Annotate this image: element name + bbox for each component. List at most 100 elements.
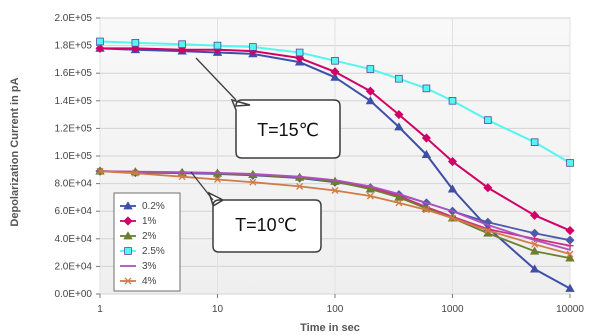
y-tick-label: 1.0E+05 bbox=[54, 151, 92, 162]
series-7 bbox=[96, 167, 574, 258]
series-point bbox=[566, 242, 574, 250]
callout-15c-text: T=15℃ bbox=[257, 120, 319, 140]
series-point bbox=[565, 225, 575, 236]
y-tick-label: 1.6E+05 bbox=[54, 68, 92, 79]
callout-10c-leader bbox=[190, 171, 214, 201]
legend-marker bbox=[123, 231, 133, 240]
series-point bbox=[296, 182, 304, 190]
y-tick-label: 8.0E+04 bbox=[54, 179, 92, 190]
legend-label: 4% bbox=[142, 276, 157, 287]
y-tick-label: 1.8E+05 bbox=[54, 41, 92, 52]
legend-item: 4% bbox=[120, 276, 157, 287]
callout-10c-text: T=10℃ bbox=[235, 215, 297, 235]
series-point bbox=[530, 210, 540, 220]
y-tick-label: 0.0E+00 bbox=[54, 289, 92, 300]
y-tick-label: 2.0E+04 bbox=[54, 261, 92, 272]
series-point bbox=[131, 39, 140, 47]
series-line bbox=[99, 40, 571, 164]
series-point bbox=[213, 41, 222, 50]
y-tick-label: 6.0E+04 bbox=[54, 206, 92, 217]
callout-15c-leader bbox=[195, 57, 237, 101]
series-point bbox=[394, 192, 404, 201]
series-point bbox=[529, 264, 540, 273]
y-tick-label: 4.0E+04 bbox=[54, 234, 92, 245]
series-point bbox=[331, 187, 339, 194]
series-point bbox=[366, 65, 375, 73]
series-point bbox=[565, 283, 575, 292]
callout-10c: T=10℃ bbox=[190, 171, 322, 253]
x-tick-label: 1000 bbox=[441, 304, 464, 315]
series-point bbox=[96, 37, 104, 46]
series-point bbox=[447, 156, 458, 167]
series-6 bbox=[99, 170, 571, 251]
series-point bbox=[330, 72, 340, 81]
x-tick-label: 10 bbox=[212, 304, 224, 315]
series-point bbox=[394, 110, 404, 120]
series-point bbox=[566, 159, 574, 167]
y-axis-label: Depolarization Current in pA bbox=[9, 77, 21, 226]
series-point bbox=[395, 199, 403, 207]
series-point bbox=[447, 184, 458, 193]
series-point bbox=[529, 246, 540, 255]
y-tick-label: 1.4E+05 bbox=[54, 96, 92, 107]
legend-item: 3% bbox=[120, 261, 157, 272]
legend-label: 1% bbox=[142, 216, 157, 227]
y-tick-label: 1.2E+05 bbox=[54, 123, 92, 134]
legend-item: 0.2% bbox=[120, 201, 165, 212]
callout-15c: T=15℃ bbox=[195, 57, 341, 159]
legend-label: 2% bbox=[142, 231, 157, 242]
series-point bbox=[249, 43, 257, 51]
legend: 0.2% 1% 2% 2.5% 3% 4% bbox=[113, 192, 181, 292]
series-point bbox=[178, 173, 186, 181]
series-point bbox=[449, 214, 456, 222]
legend-item: 1% bbox=[120, 216, 157, 227]
series-point bbox=[422, 84, 431, 93]
legend-marker bbox=[123, 201, 133, 210]
series-point bbox=[365, 184, 376, 193]
series-line bbox=[99, 170, 571, 255]
series-point bbox=[566, 250, 574, 258]
series-point bbox=[484, 227, 492, 234]
series-point bbox=[422, 206, 430, 214]
series-point bbox=[565, 253, 575, 262]
series-point bbox=[421, 149, 432, 159]
series-point bbox=[365, 95, 376, 105]
series-point bbox=[484, 116, 492, 124]
series-line bbox=[99, 47, 571, 232]
callout-10c-bubble bbox=[207, 191, 322, 253]
series-point bbox=[214, 176, 221, 183]
series-point bbox=[365, 86, 375, 96]
legend-item: 2% bbox=[120, 231, 157, 242]
series-point bbox=[331, 56, 339, 65]
y-tick-label: 2.0E+05 bbox=[54, 13, 92, 24]
series-point bbox=[394, 122, 404, 131]
series-point bbox=[95, 43, 105, 53]
legend-label: 3% bbox=[142, 261, 157, 272]
legend-marker bbox=[124, 247, 132, 255]
legend-marker bbox=[123, 216, 133, 226]
series-point bbox=[530, 138, 539, 147]
legend-item: 2.5% bbox=[120, 246, 165, 257]
series-point bbox=[395, 74, 403, 83]
legend-label: 2.5% bbox=[142, 246, 165, 257]
series-point bbox=[483, 183, 493, 193]
series-line bbox=[99, 170, 571, 251]
series-point bbox=[249, 178, 257, 186]
series-point bbox=[131, 169, 139, 177]
legend-marker bbox=[124, 277, 132, 285]
series-point bbox=[448, 97, 457, 105]
x-tick-label: 1 bbox=[97, 304, 103, 315]
series-layer bbox=[95, 37, 575, 292]
series-point bbox=[366, 192, 374, 200]
legend-label: 0.2% bbox=[142, 201, 165, 212]
tick-layer: 0.0E+00 2.0E+04 4.0E+04 6.0E+04 8.0E+04 1.0E+… bbox=[54, 13, 584, 315]
series-2 bbox=[96, 37, 574, 167]
x-tick-label: 10000 bbox=[556, 304, 584, 315]
series-point bbox=[421, 133, 431, 143]
series-point bbox=[178, 40, 186, 49]
x-tick-label: 100 bbox=[327, 304, 344, 315]
x-axis-label: Time in sec bbox=[300, 322, 360, 334]
callout-15c-bubble bbox=[230, 98, 341, 159]
